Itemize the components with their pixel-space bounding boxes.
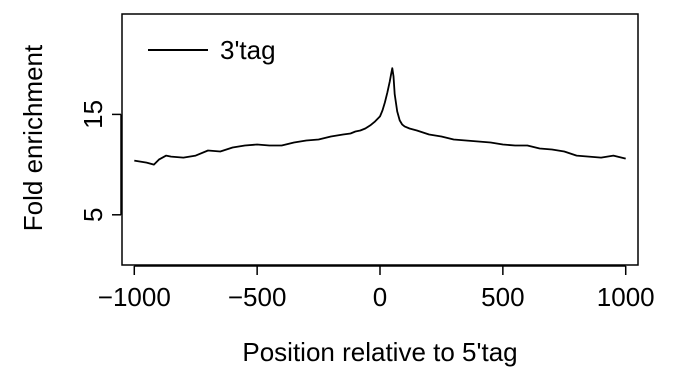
x-tick-label: −500 <box>228 282 287 312</box>
legend-label: 3'tag <box>220 35 276 65</box>
x-axis: −1000 −500 0 500 1000 <box>98 265 655 312</box>
y-tick-label: 5 <box>78 208 108 222</box>
series-line <box>134 67 626 166</box>
y-tick-label: 15 <box>78 100 108 129</box>
x-tick-label: 1000 <box>597 282 655 312</box>
y-axis-title: Fold enrichment <box>18 44 48 231</box>
series-layer <box>134 67 626 166</box>
x-tick-label: 0 <box>373 282 387 312</box>
x-tick-label: −1000 <box>98 282 171 312</box>
plot-frame <box>121 13 639 266</box>
x-tick-label: 500 <box>481 282 524 312</box>
legend: 3'tag <box>148 35 276 65</box>
y-axis: 5 15 <box>78 100 122 222</box>
x-axis-title: Position relative to 5'tag <box>242 337 517 367</box>
